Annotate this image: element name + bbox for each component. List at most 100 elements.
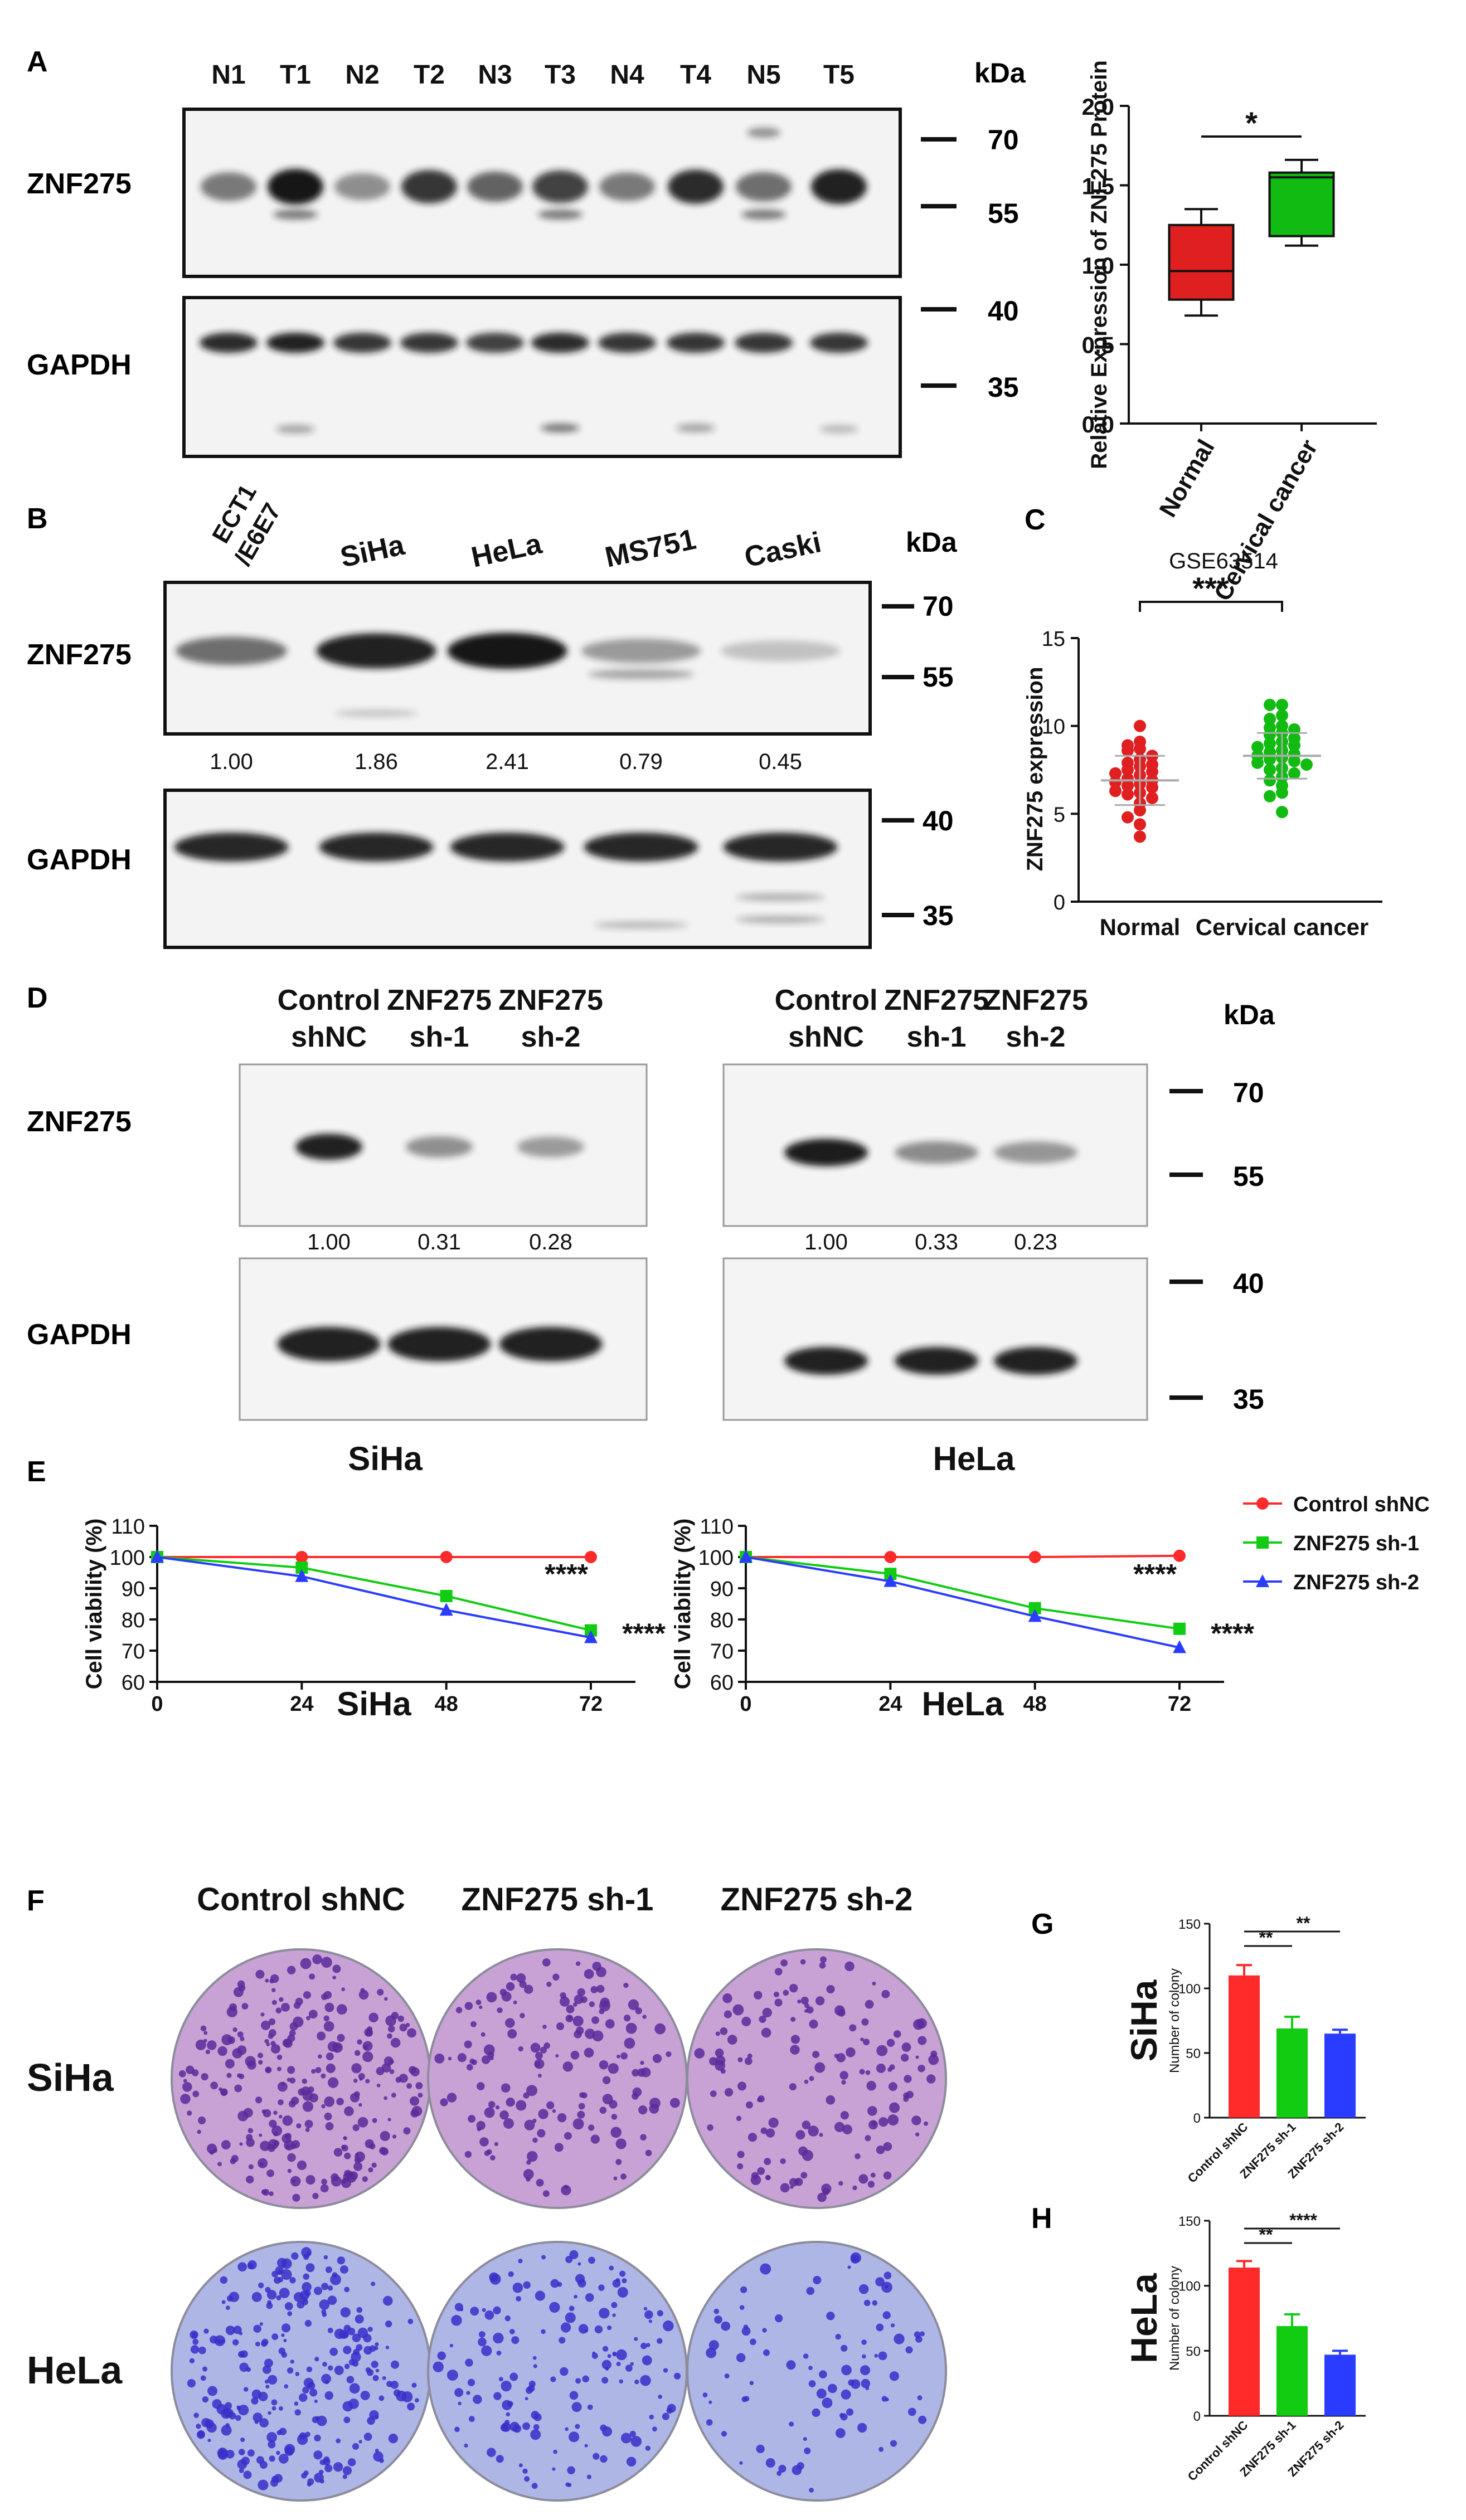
colony-dot (640, 2342, 647, 2349)
colony-dot (867, 2181, 875, 2188)
colony-dot (270, 2044, 280, 2054)
colony-dot (380, 2130, 390, 2142)
colony-dot (501, 2380, 512, 2392)
colony-dot (289, 2077, 296, 2084)
colony-dot (596, 1984, 605, 1993)
colony-dot (235, 2415, 241, 2421)
colony-dot (263, 2109, 271, 2118)
colony-dot (502, 2400, 512, 2410)
panel-d-lane-label: Control (278, 984, 381, 1016)
colony-dot (388, 2434, 399, 2444)
scatter-point (1276, 786, 1288, 799)
colony-dot (619, 2379, 623, 2384)
colony-dot (337, 2256, 346, 2265)
colony-dot (365, 2367, 371, 2373)
colony-dot (612, 2313, 616, 2317)
panel-d-lane-label: shNC (788, 1021, 864, 1053)
colony-dot (278, 2099, 284, 2105)
colony-dot (258, 2158, 268, 2168)
colony-dot (762, 2007, 772, 2018)
panel-letter-e: E (27, 1456, 46, 1488)
scatter-point (1122, 744, 1134, 757)
colony-dot (572, 2118, 584, 2130)
colony-dot (826, 1984, 835, 1994)
colony-dot (569, 2391, 579, 2400)
colony-dot (201, 2073, 208, 2081)
colony-dot (479, 2137, 489, 2147)
colony-dot (790, 2045, 800, 2055)
colony-dot (265, 1978, 269, 1983)
colony-dot (357, 2327, 368, 2338)
colony-dot (861, 2339, 867, 2345)
colony-dot (322, 2362, 327, 2367)
colony-dot (625, 2365, 633, 2372)
colony-dot (326, 2052, 334, 2061)
colony-dot (389, 2059, 394, 2065)
colony-dot (285, 2133, 292, 2139)
colony-dot (399, 2023, 407, 2032)
colony-dot (819, 1962, 826, 1969)
colony-dot (321, 2104, 326, 2109)
panel-d-lane-label: sh-1 (410, 1021, 469, 1053)
colony-dot (236, 2405, 240, 2409)
colony-dot (630, 2436, 642, 2447)
colony-dot (271, 2399, 278, 2406)
colony-dot (246, 2175, 254, 2184)
colony-dot (513, 2000, 517, 2005)
colony-dot (814, 2062, 826, 2073)
colony-dot (872, 1981, 876, 1986)
colony-dot (290, 2360, 294, 2364)
colony-dot (278, 2454, 289, 2464)
colony-dot (570, 2050, 580, 2060)
scatter-point (1264, 713, 1276, 726)
colony-dot (192, 2090, 200, 2098)
panel-d-lane-label: sh-2 (521, 1021, 581, 1053)
bar-y-tick-label: 150 (1178, 2214, 1201, 2229)
colony-dot (601, 2377, 609, 2384)
colony-dot (546, 2101, 555, 2109)
line-point-control (295, 1551, 308, 1563)
colony-dot (278, 2270, 283, 2275)
colony-dot (247, 2128, 254, 2134)
panel-f-plates: Control shNC ZNF275 sh-1 ZNF275 sh-2 SiHa He… (27, 1881, 947, 2502)
colony-dot (509, 2372, 518, 2381)
colony-dot (384, 2096, 387, 2100)
colony-dot (478, 2331, 486, 2338)
colony-dot (578, 2324, 589, 2334)
scatter-point (1276, 806, 1288, 819)
panel-a-lane-label: N5 (746, 60, 780, 90)
colony-dot (530, 2429, 541, 2440)
colony-dot (890, 2323, 895, 2328)
colony-dot (279, 2288, 290, 2299)
colony-dot (881, 1989, 890, 1998)
colony-dot (629, 2430, 636, 2438)
colony-dot (279, 2114, 283, 2119)
colony-dot (565, 2427, 569, 2431)
colony-dot (552, 2467, 556, 2471)
line-point-sh2 (151, 1550, 164, 1563)
colony-dot (527, 2151, 538, 2162)
colony-dot (299, 2393, 308, 2402)
line-y-tick-label: 80 (710, 1609, 734, 1632)
colony-dot (804, 2003, 810, 2008)
scatter-point (1264, 737, 1276, 750)
colony-dot (808, 2380, 816, 2387)
colony-dot (720, 2027, 728, 2035)
scatter-title: GSE63514 (1169, 549, 1278, 573)
colony-dot (237, 2045, 247, 2055)
colony-dot (260, 2012, 265, 2017)
colony-dot (889, 2371, 900, 2381)
colony-dot (654, 2023, 666, 2035)
colony-dot (275, 2007, 282, 2014)
panel-a-kda-40: 40 (988, 295, 1019, 327)
bar-control-shnc (1229, 1975, 1260, 2118)
colony-dot (203, 2031, 208, 2035)
scatter-point (1134, 719, 1146, 732)
colony-dot (410, 2067, 420, 2076)
colony-dot (281, 2323, 291, 2333)
line-point-sh1 (440, 1590, 453, 1602)
panel-d-gapdh-band (784, 1347, 868, 1375)
colony-dot (217, 2162, 222, 2167)
colony-dot (197, 2129, 201, 2134)
panel-a-lane-label: N3 (478, 60, 512, 90)
